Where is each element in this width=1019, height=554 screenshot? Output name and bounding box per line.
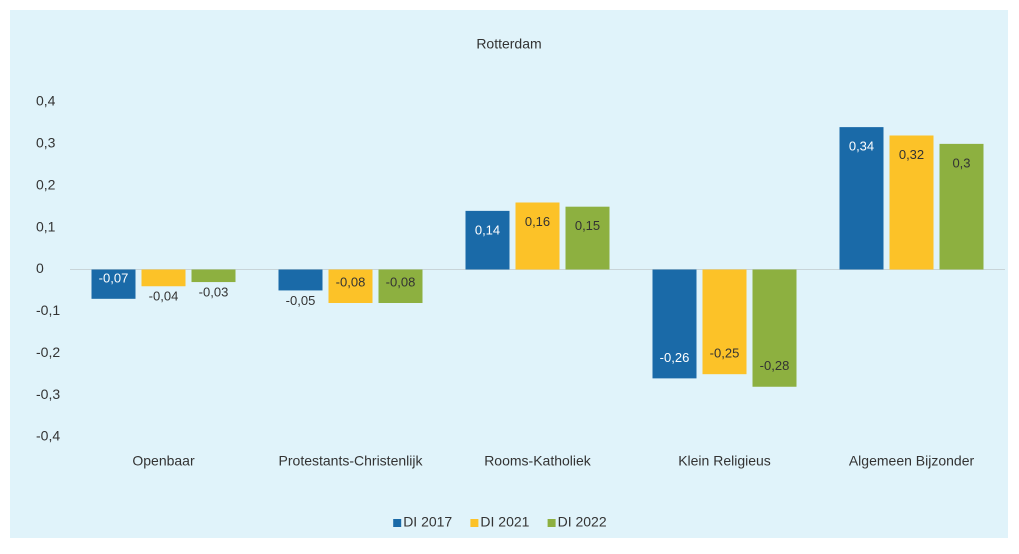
y-tick-label: 0,3 bbox=[36, 135, 56, 151]
y-tick-label: -0,1 bbox=[36, 302, 60, 318]
legend-swatch bbox=[470, 519, 479, 527]
data-label: 0,32 bbox=[899, 147, 924, 162]
data-label: 0,14 bbox=[475, 222, 500, 237]
data-label: 0,3 bbox=[952, 155, 970, 170]
x-tick-label: Rooms-Katholiek bbox=[484, 453, 592, 469]
legend-label: DI 2017 bbox=[403, 514, 452, 530]
bar bbox=[752, 269, 797, 387]
data-label: 0,34 bbox=[849, 139, 874, 154]
data-label: -0,08 bbox=[386, 274, 416, 289]
bar bbox=[278, 269, 323, 291]
legend-swatch bbox=[393, 519, 402, 527]
bar bbox=[889, 135, 934, 270]
bar bbox=[515, 202, 560, 270]
data-label: 0,16 bbox=[525, 214, 550, 229]
y-tick-label: 0,2 bbox=[36, 176, 56, 192]
y-tick-label: -0,3 bbox=[36, 386, 60, 402]
bar bbox=[141, 269, 186, 287]
data-label: -0,03 bbox=[199, 285, 229, 300]
y-tick-label: -0,4 bbox=[36, 428, 60, 444]
bar bbox=[465, 210, 510, 270]
data-label: -0,07 bbox=[99, 270, 129, 285]
legend-label: DI 2022 bbox=[558, 514, 607, 530]
data-label: -0,04 bbox=[149, 289, 179, 304]
bar bbox=[191, 269, 236, 283]
data-label: -0,08 bbox=[336, 274, 366, 289]
bar bbox=[939, 143, 984, 270]
bar bbox=[328, 269, 373, 303]
bar bbox=[91, 269, 136, 299]
data-label: -0,25 bbox=[710, 346, 740, 361]
data-label: -0,28 bbox=[760, 358, 790, 373]
bar bbox=[839, 127, 884, 270]
x-tick-label: Algemeen Bijzonder bbox=[849, 453, 975, 469]
x-tick-label: Protestants-Christenlijk bbox=[279, 453, 424, 469]
x-tick-label: Klein Religieus bbox=[678, 453, 771, 469]
y-tick-label: 0,4 bbox=[36, 93, 56, 109]
y-tick-label: -0,2 bbox=[36, 344, 60, 360]
data-label: -0,26 bbox=[660, 350, 690, 365]
chart-title: Rotterdam bbox=[476, 36, 541, 52]
x-tick-label: Openbaar bbox=[132, 453, 195, 469]
legend-label: DI 2021 bbox=[480, 514, 529, 530]
data-label: -0,05 bbox=[286, 293, 316, 308]
legend-swatch bbox=[547, 519, 556, 527]
y-tick-label: 0 bbox=[36, 260, 44, 276]
bar bbox=[652, 269, 697, 379]
bar bbox=[565, 206, 610, 270]
bar bbox=[702, 269, 747, 375]
bar bbox=[378, 269, 423, 303]
data-label: 0,15 bbox=[575, 218, 600, 233]
y-tick-label: 0,1 bbox=[36, 218, 56, 234]
